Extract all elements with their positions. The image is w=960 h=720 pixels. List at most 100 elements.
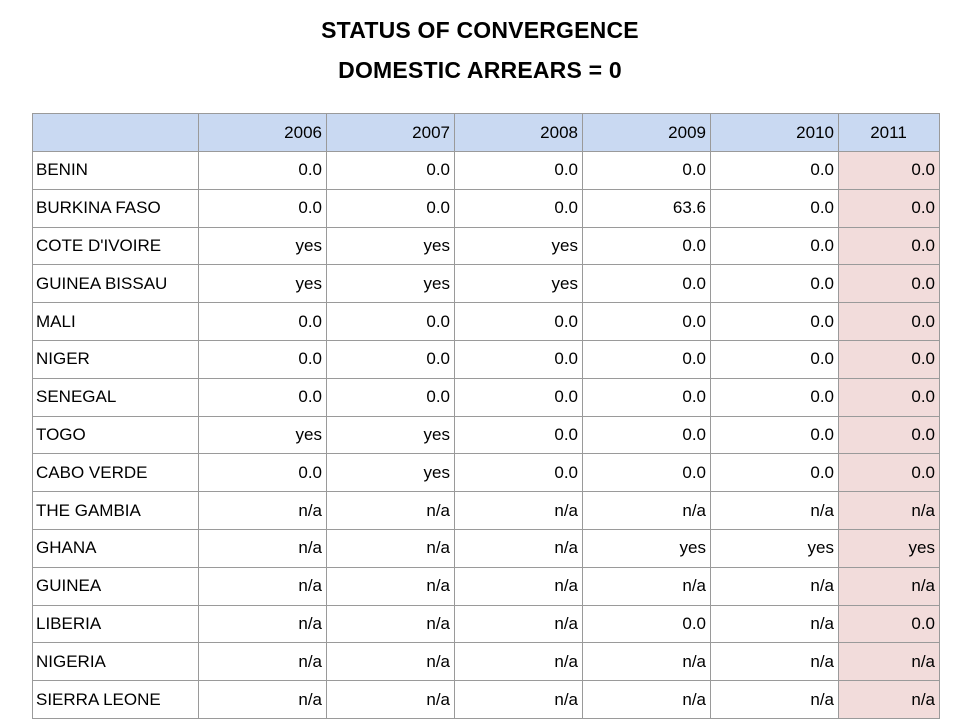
value-cell: yes bbox=[326, 453, 455, 493]
value-cell: yes bbox=[326, 264, 455, 304]
value-cell: n/a bbox=[454, 604, 583, 644]
country-cell: BURKINA FASO bbox=[32, 188, 199, 228]
value-cell: 0.0 bbox=[198, 453, 327, 493]
table-row: BENIN 0.0 0.0 0.0 0.0 0.0 0.0 bbox=[32, 151, 940, 190]
table-row: SIERRA LEONE n/a n/a n/a n/a n/a n/a bbox=[32, 680, 940, 719]
country-cell: BENIN bbox=[32, 151, 199, 190]
value-cell: 0.0 bbox=[198, 339, 327, 379]
value-cell: 0.0 bbox=[710, 226, 839, 266]
convergence-table: 2006 2007 2008 2009 2010 2011 BENIN 0.0 0.… bbox=[32, 113, 940, 719]
value-cell: 0.0 bbox=[838, 604, 940, 644]
value-cell: n/a bbox=[198, 528, 327, 568]
value-cell: 0.0 bbox=[838, 453, 940, 493]
value-cell: n/a bbox=[582, 680, 711, 719]
value-cell: n/a bbox=[582, 566, 711, 606]
header-cell-year: 2007 bbox=[326, 113, 455, 152]
value-cell: 0.0 bbox=[326, 377, 455, 417]
slide-title: STATUS OF CONVERGENCE bbox=[321, 17, 639, 43]
value-cell: 0.0 bbox=[582, 377, 711, 417]
value-cell: 63.6 bbox=[582, 188, 711, 228]
value-cell: yes bbox=[198, 226, 327, 266]
value-cell: n/a bbox=[582, 491, 711, 530]
country-cell: SENEGAL bbox=[32, 377, 199, 417]
value-cell: 0.0 bbox=[454, 151, 583, 190]
table-row: LIBERIA n/a n/a n/a 0.0 n/a 0.0 bbox=[32, 604, 940, 644]
country-cell: NIGER bbox=[32, 339, 199, 379]
value-cell: n/a bbox=[326, 528, 455, 568]
value-cell: n/a bbox=[838, 491, 940, 530]
value-cell: 0.0 bbox=[710, 302, 839, 341]
value-cell: 0.0 bbox=[582, 264, 711, 304]
country-cell: MALI bbox=[32, 302, 199, 341]
value-cell: n/a bbox=[710, 566, 839, 606]
header-cell-year: 2010 bbox=[710, 113, 839, 152]
value-cell: 0.0 bbox=[582, 604, 711, 644]
header-cell-blank bbox=[32, 113, 199, 152]
value-cell: 0.0 bbox=[838, 151, 940, 190]
table-row: MALI 0.0 0.0 0.0 0.0 0.0 0.0 bbox=[32, 302, 940, 341]
header-cell-year: 2011 bbox=[838, 113, 940, 152]
value-cell: 0.0 bbox=[582, 339, 711, 379]
value-cell: 0.0 bbox=[710, 377, 839, 417]
slide-subtitle: DOMESTIC ARREARS = 0 bbox=[338, 57, 622, 83]
value-cell: 0.0 bbox=[582, 415, 711, 455]
value-cell: n/a bbox=[198, 680, 327, 719]
value-cell: yes bbox=[454, 264, 583, 304]
value-cell: n/a bbox=[198, 566, 327, 606]
table-row: GUINEA n/a n/a n/a n/a n/a n/a bbox=[32, 566, 940, 606]
value-cell: 0.0 bbox=[582, 453, 711, 493]
value-cell: 0.0 bbox=[838, 188, 940, 228]
country-cell: GUINEA bbox=[32, 566, 199, 606]
value-cell: 0.0 bbox=[582, 151, 711, 190]
value-cell: yes bbox=[198, 415, 327, 455]
value-cell: 0.0 bbox=[710, 415, 839, 455]
value-cell: n/a bbox=[454, 642, 583, 682]
table-row: BURKINA FASO 0.0 0.0 0.0 63.6 0.0 0.0 bbox=[32, 188, 940, 228]
value-cell: 0.0 bbox=[710, 264, 839, 304]
value-cell: 0.0 bbox=[454, 339, 583, 379]
header-cell-year: 2008 bbox=[454, 113, 583, 152]
value-cell: 0.0 bbox=[838, 264, 940, 304]
header-cell-year: 2006 bbox=[198, 113, 327, 152]
value-cell: 0.0 bbox=[710, 151, 839, 190]
country-cell: NIGERIA bbox=[32, 642, 199, 682]
value-cell: n/a bbox=[326, 566, 455, 606]
table-row: NIGER 0.0 0.0 0.0 0.0 0.0 0.0 bbox=[32, 339, 940, 379]
value-cell: yes bbox=[582, 528, 711, 568]
value-cell: 0.0 bbox=[454, 377, 583, 417]
header-cell-year: 2009 bbox=[582, 113, 711, 152]
value-cell: 0.0 bbox=[454, 453, 583, 493]
value-cell: 0.0 bbox=[198, 151, 327, 190]
value-cell: yes bbox=[454, 226, 583, 266]
table-row: SENEGAL 0.0 0.0 0.0 0.0 0.0 0.0 bbox=[32, 377, 940, 417]
value-cell: 0.0 bbox=[326, 151, 455, 190]
country-cell: TOGO bbox=[32, 415, 199, 455]
value-cell: n/a bbox=[198, 642, 327, 682]
value-cell: yes bbox=[326, 226, 455, 266]
value-cell: 0.0 bbox=[838, 415, 940, 455]
value-cell: yes bbox=[198, 264, 327, 304]
value-cell: 0.0 bbox=[198, 188, 327, 228]
value-cell: n/a bbox=[838, 642, 940, 682]
value-cell: n/a bbox=[710, 642, 839, 682]
value-cell: 0.0 bbox=[710, 453, 839, 493]
value-cell: n/a bbox=[326, 491, 455, 530]
table-header-row: 2006 2007 2008 2009 2010 2011 bbox=[32, 113, 940, 152]
value-cell: 0.0 bbox=[838, 302, 940, 341]
value-cell: 0.0 bbox=[710, 188, 839, 228]
value-cell: n/a bbox=[326, 642, 455, 682]
table-row: GHANA n/a n/a n/a yes yes yes bbox=[32, 528, 940, 568]
value-cell: n/a bbox=[582, 642, 711, 682]
table-row: GUINEA BISSAU yes yes yes 0.0 0.0 0.0 bbox=[32, 264, 940, 304]
table-row: NIGERIA n/a n/a n/a n/a n/a n/a bbox=[32, 642, 940, 682]
value-cell: 0.0 bbox=[454, 415, 583, 455]
table-body: BENIN 0.0 0.0 0.0 0.0 0.0 0.0 BURKINA FASO 0.0 0.… bbox=[32, 151, 940, 719]
value-cell: n/a bbox=[326, 604, 455, 644]
value-cell: n/a bbox=[838, 680, 940, 719]
country-cell: CABO VERDE bbox=[32, 453, 199, 493]
country-cell: GHANA bbox=[32, 528, 199, 568]
value-cell: 0.0 bbox=[326, 302, 455, 341]
table-row: THE GAMBIA n/a n/a n/a n/a n/a n/a bbox=[32, 491, 940, 530]
value-cell: n/a bbox=[454, 566, 583, 606]
value-cell: 0.0 bbox=[838, 226, 940, 266]
